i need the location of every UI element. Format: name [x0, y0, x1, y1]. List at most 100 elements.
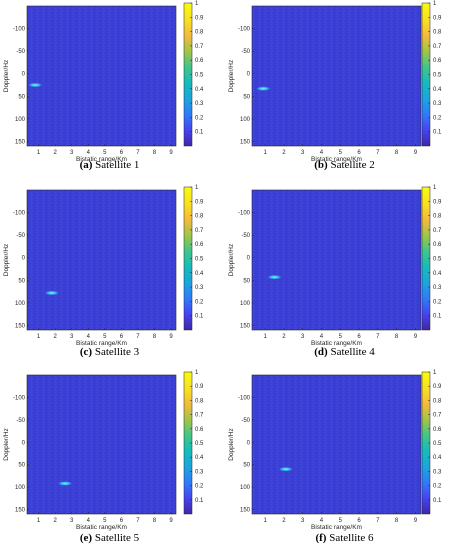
chart-5-caption: (f) Satellite 6 [315, 532, 374, 544]
chart-1-ytick-label: 100 [240, 117, 251, 123]
chart-4-colorbar-tick-label: 0.5 [195, 441, 204, 447]
chart-4-xtick-label: 5 [103, 518, 107, 524]
chart-1-xlabel: Bistatic range/Km [311, 156, 362, 163]
chart-3-ytick-label: 150 [240, 323, 251, 329]
chart-4-colorbar-tick-label: 0.4 [195, 455, 204, 461]
chart-2-colorbar-tick-label: 0.8 [195, 214, 204, 220]
chart-5-caption-text: Satellite 6 [326, 532, 374, 544]
chart-3-ytick-label: -100 [238, 211, 251, 217]
chart-5-ylabel: Doppler/Hz [228, 428, 235, 461]
chart-3-xlabel: Bistatic range/Km [311, 340, 362, 347]
chart-5-xtick-label: 7 [376, 518, 380, 524]
chart-5-ytick-label: -100 [238, 395, 251, 401]
chart-0-ytick-label: 100 [15, 117, 26, 123]
chart-4-ytick-label: 100 [15, 485, 26, 491]
chart-5-colorbar-tick-label: 0.8 [433, 398, 442, 404]
chart-4-ytick-label: -50 [16, 418, 25, 424]
chart-4-caption: (e) Satellite 5 [80, 532, 140, 544]
chart-0-axes-frame [26, 5, 177, 147]
chart-0-colorbar-tick-label: 1 [195, 1, 199, 7]
chart-3-ytick-label: 0 [247, 256, 251, 262]
chart-2-xtick-label: 2 [53, 334, 57, 340]
chart-2-axes-frame [26, 189, 177, 331]
chart-5-colorbar-tick-label: 1 [433, 370, 437, 376]
chart-1-colorbar-tick-label: 0.8 [433, 30, 442, 36]
chart-0-colorbar-tick-label: 0.4 [195, 87, 204, 93]
chart-2-xtick-label: 5 [103, 334, 107, 340]
chart-0-heatmap-field [27, 6, 176, 146]
chart-3-xtick-label: 3 [301, 334, 305, 340]
chart-2-colorbar-tick-label: 0.1 [195, 314, 204, 320]
chart-0-colorbar-tick-label: 0.7 [195, 44, 204, 50]
chart-4-ylabel: Doppler/Hz [3, 428, 10, 461]
chart-5-ytick-label: 50 [243, 463, 250, 469]
chart-0-caption-label: (a) [80, 159, 93, 171]
chart-0-xtick-label: 9 [169, 150, 173, 156]
chart-0-xtick-label: 1 [37, 150, 41, 156]
chart-2-colorbar-tick-label: 0.7 [195, 228, 204, 234]
chart-4-xtick-label: 8 [153, 518, 157, 524]
chart-2-xtick-label: 7 [136, 334, 140, 340]
chart-0-colorbar-tick-label: 0.9 [195, 15, 204, 21]
chart-3-colorbar-tick-label: 0.9 [433, 199, 442, 205]
chart-3-xtick-label: 1 [263, 334, 267, 340]
chart-1-xtick-label: 4 [320, 150, 324, 156]
chart-2-xtick-label: 9 [169, 334, 173, 340]
chart-4-xtick-label: 1 [37, 518, 41, 524]
chart-0-xtick-label: 4 [87, 150, 91, 156]
chart-0-xtick-label: 5 [103, 150, 107, 156]
chart-5-colorbar-tick-label: 0.7 [433, 413, 442, 419]
chart-1-colorbar-tick-label: 0.1 [433, 130, 442, 136]
chart-1-colorbar-tick-label: 0.3 [433, 101, 442, 107]
chart-5-colorbar-tick-label: 0.9 [433, 384, 442, 390]
chart-4-heatmap-field [27, 375, 176, 514]
chart-4-caption-label: (e) [80, 532, 93, 544]
chart-0-panel: 1 2 3 4 5 6 7 8 9 -100 -50 0 50 100 150 Bistatic range/… [3, 1, 204, 171]
chart-1-ytick-label: 0 [247, 72, 251, 78]
chart-0-caption-text: Satellite 1 [92, 159, 139, 171]
chart-3-colorbar-tick-label: 0.7 [433, 228, 442, 234]
chart-5-axes-frame [251, 374, 422, 515]
chart-4-xlabel: Bistatic range/Km [76, 524, 127, 531]
chart-2-ytick-label: 100 [15, 301, 26, 307]
chart-3-caption-label: (d) [314, 346, 328, 358]
chart-0-colorbar-tick-label: 0.5 [195, 73, 204, 79]
chart-4-xtick-label: 4 [87, 518, 91, 524]
chart-1-colorbar-tick-label: 0.9 [433, 15, 442, 21]
chart-0-xtick-label: 2 [53, 150, 57, 156]
chart-1-xtick-label: 7 [376, 150, 380, 156]
chart-3-ylabel: Doppler/Hz [228, 244, 235, 277]
chart-1-colorbar-tick-label: 0.7 [433, 44, 442, 50]
chart-2-peak-mark [44, 290, 59, 296]
chart-3-colorbar-tick-label: 0.1 [433, 314, 442, 320]
chart-1-ytick-label: 50 [243, 94, 250, 100]
chart-4-colorbar-tick-label: 0.2 [195, 484, 204, 490]
chart-2-ytick-label: 150 [15, 323, 26, 329]
chart-3-ytick-label: 100 [240, 301, 251, 307]
chart-5-colorbar-tick-label: 0.4 [433, 455, 442, 461]
chart-0-colorbar-tick-label: 0.1 [195, 130, 204, 136]
chart-1-caption-text: Satellite 2 [328, 159, 375, 171]
chart-5-ytick-label: -50 [241, 418, 250, 424]
chart-0-colorbar-tick-label: 0.6 [195, 58, 204, 64]
chart-1-colorbar-tick-label: 1 [433, 1, 437, 7]
chart-2-panel: 1 2 3 4 5 6 7 8 9 -100 -50 0 50 100 150 Bistatic range/… [3, 185, 204, 358]
chart-5-caption-label: (f) [315, 532, 326, 544]
chart-5-ytick-label: 0 [247, 440, 251, 446]
chart-2-xtick-label: 6 [120, 334, 124, 340]
chart-2-colorbar-tick-label: 0.3 [195, 285, 204, 291]
chart-0-ytick-label: 50 [18, 94, 25, 100]
chart-0-colorbar-tick-label: 0.2 [195, 115, 204, 121]
chart-4-colorbar-tick-label: 0.9 [195, 384, 204, 390]
chart-0-xtick-label: 3 [70, 150, 74, 156]
chart-5-colorbar-tick-label: 0.3 [433, 469, 442, 475]
chart-4-axes-frame [26, 374, 177, 515]
chart-4-colorbar-tick-label: 0.6 [195, 427, 204, 433]
chart-2-ytick-label: 0 [22, 256, 26, 262]
chart-4-xtick-label: 6 [120, 518, 124, 524]
chart-0-ytick-label: -50 [16, 49, 25, 55]
chart-2-colorbar-tick-label: 1 [195, 185, 199, 191]
chart-0-xlabel: Bistatic range/Km [76, 156, 127, 163]
chart-3-xtick-label: 8 [395, 334, 399, 340]
chart-2-colorbar-tick-label: 0.4 [195, 271, 204, 277]
